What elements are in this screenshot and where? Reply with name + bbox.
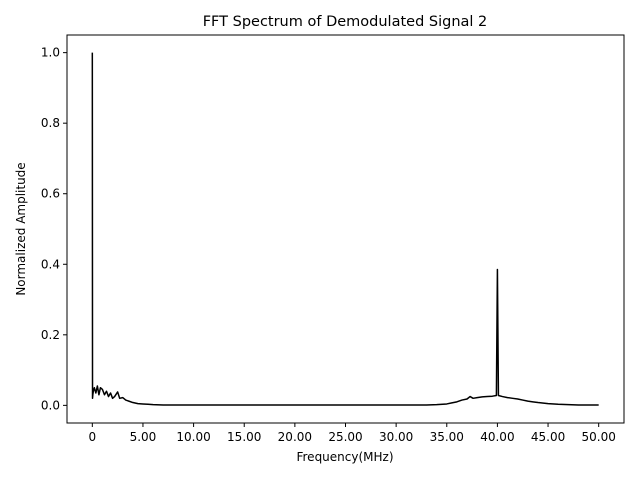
y-tick-label: 0.4 (41, 257, 60, 271)
x-tick-label: 15.00 (227, 430, 261, 444)
y-tick-label: 0.6 (41, 187, 60, 201)
y-tick-label: 0.0 (41, 398, 60, 412)
y-tick-label: 0.8 (41, 116, 60, 130)
x-axis-label: Frequency(MHz) (296, 450, 393, 464)
y-tick-label: 1.0 (41, 46, 60, 60)
y-axis: 0.0 0.2 0.4 0.6 0.8 1.0 (41, 46, 67, 412)
x-tick-label: 5.00 (130, 430, 157, 444)
plot-area (66, 34, 625, 424)
y-tick-label: 0.2 (41, 328, 60, 342)
chart-title: FFT Spectrum of Demodulated Signal 2 (203, 14, 488, 30)
spectrum-line (91, 52, 599, 406)
x-tick-label: 50.00 (582, 430, 616, 444)
x-axis: 0 5.00 10.00 15.00 20.00 25.00 30.00 35.00 40.00… (88, 423, 616, 444)
plot-frame (66, 34, 625, 424)
x-tick-label: 35.00 (430, 430, 464, 444)
x-tick-label: 45.00 (531, 430, 565, 444)
x-tick-label: 20.00 (278, 430, 312, 444)
x-tick-label: 0 (88, 430, 96, 444)
x-tick-label: 30.00 (379, 430, 413, 444)
y-axis-label: Normalized Amplitude (14, 162, 28, 295)
x-tick-label: 25.00 (328, 430, 362, 444)
x-tick-label: 40.00 (480, 430, 514, 444)
data-layer (91, 52, 599, 406)
x-tick-label: 10.00 (176, 430, 210, 444)
